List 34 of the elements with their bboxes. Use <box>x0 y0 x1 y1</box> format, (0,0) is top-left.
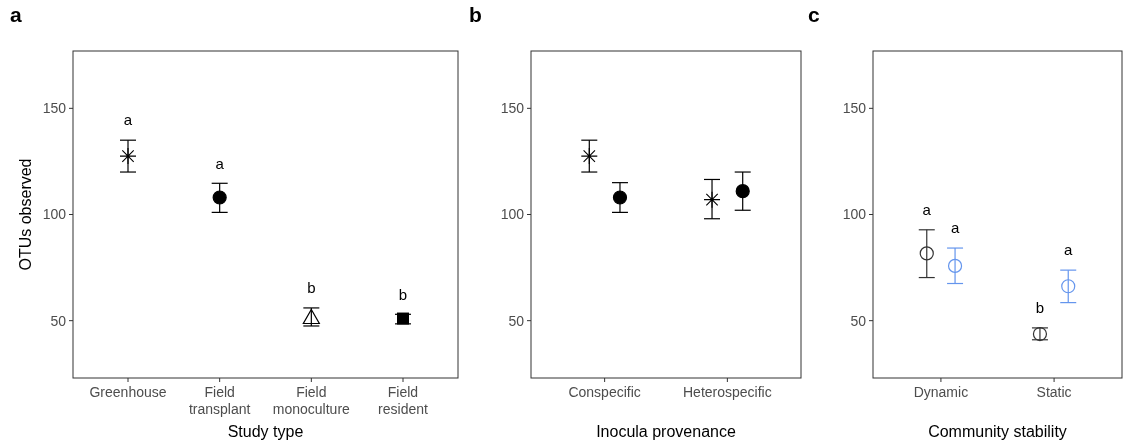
y-tick-label: 100 <box>42 206 67 223</box>
y-tick-label: 150 <box>842 100 867 117</box>
chart-title: c <box>808 3 820 26</box>
x-axis-title: Study type <box>227 423 304 440</box>
x-axis-title: Inocula provenance <box>596 423 736 440</box>
y-tick-label: 150 <box>500 100 525 117</box>
x-tick-label: Static <box>1036 384 1072 400</box>
x-tick-label: Greenhouse <box>89 384 167 400</box>
annotation: a <box>1064 241 1074 259</box>
x-tick-label: Field monoculture <box>272 384 351 417</box>
y-tick-label: 100 <box>500 206 525 223</box>
y-tick-label: 50 <box>850 312 867 329</box>
annotation: a <box>123 111 133 129</box>
x-tick-label: Conspecific <box>568 384 641 400</box>
y-tick-label: 150 <box>42 100 67 117</box>
x-axis-title: Community stability <box>928 423 1067 440</box>
y-tick-label: 100 <box>842 206 867 223</box>
annotation: a <box>215 154 225 172</box>
chart-title: b <box>469 3 482 26</box>
x-tick-label: Heterospecific <box>683 384 772 400</box>
annotation: b <box>307 279 316 297</box>
y-tick-label: 50 <box>50 312 67 329</box>
x-tick-label: Dynamic <box>913 384 969 400</box>
y-tick-label: 50 <box>508 312 525 329</box>
x-tick-label: Field resident <box>378 384 429 417</box>
annotation: b <box>398 285 408 303</box>
point <box>212 190 227 205</box>
annotation: b <box>1035 299 1045 317</box>
annotation: a <box>922 201 932 219</box>
x-tick-label: Field transplant <box>188 384 251 417</box>
point <box>119 147 137 165</box>
y-axis-title: OTUs observed <box>17 158 34 271</box>
annotation: a <box>950 219 960 237</box>
chart-title: a <box>10 3 22 26</box>
